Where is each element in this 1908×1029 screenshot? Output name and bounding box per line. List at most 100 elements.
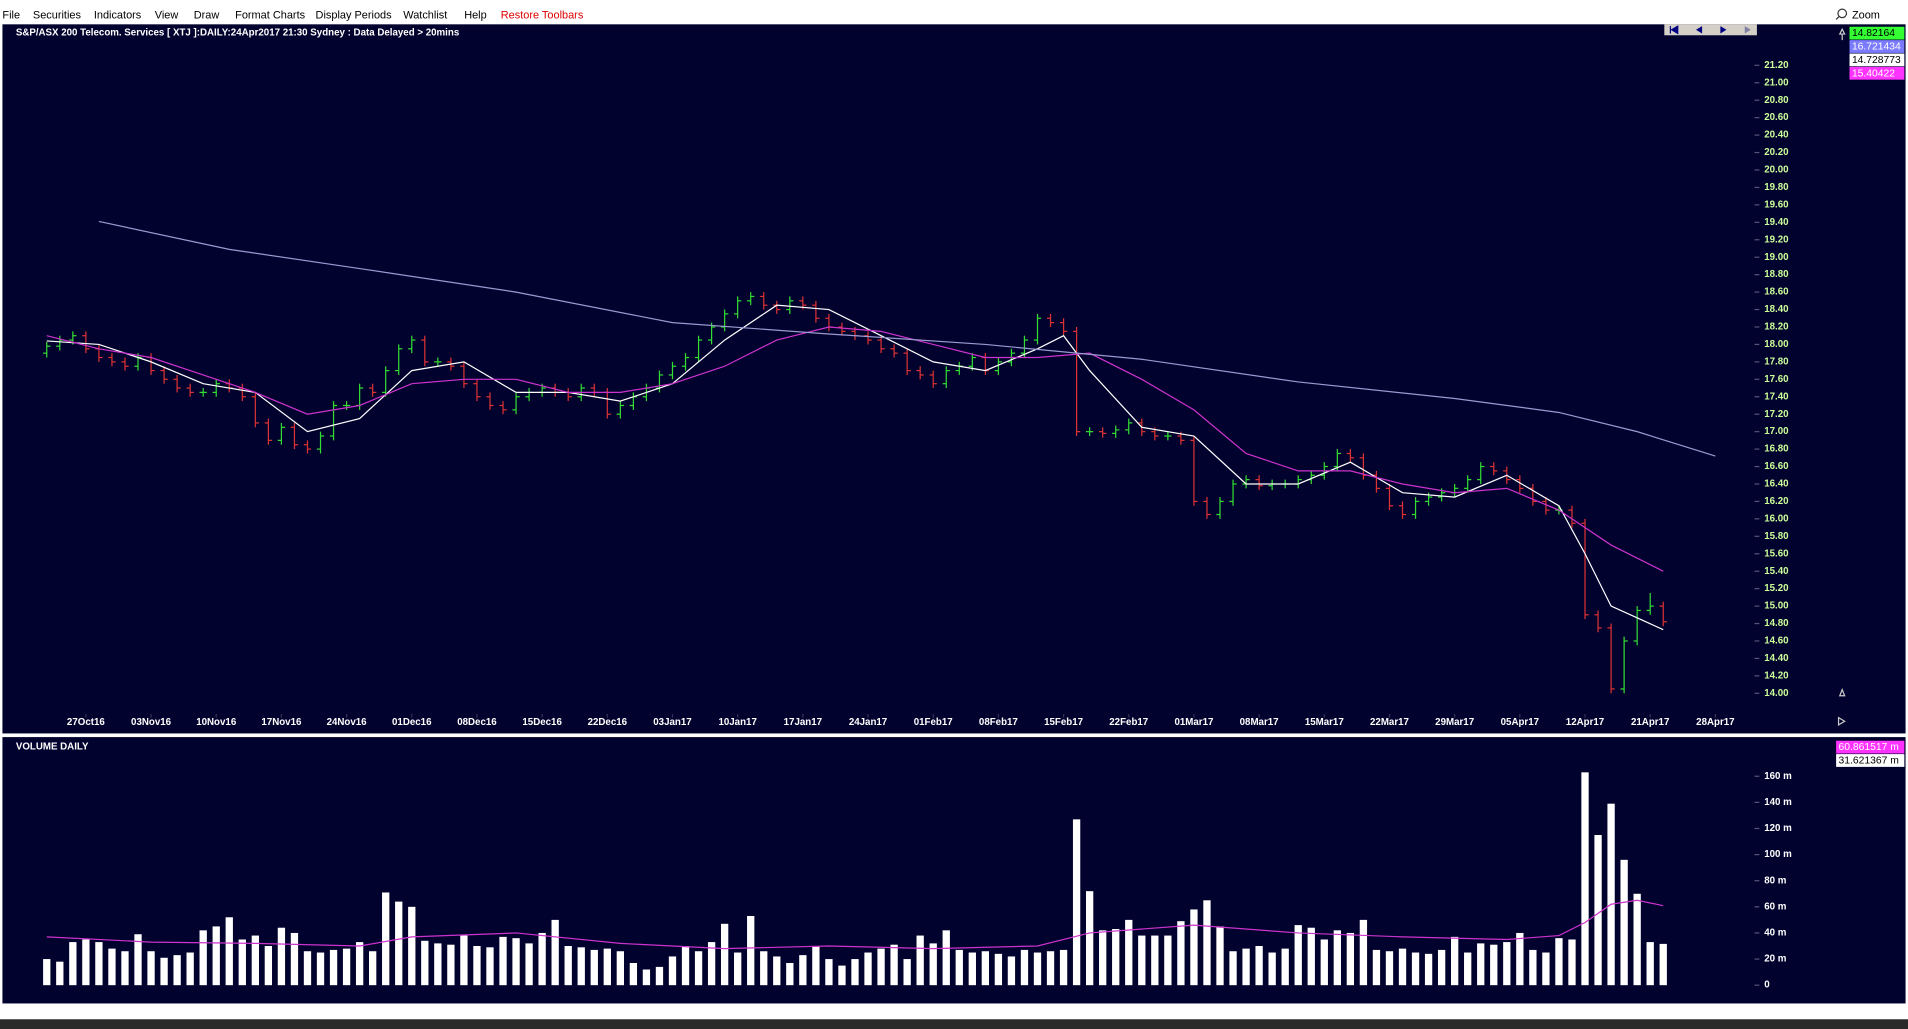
- volume-bar: [1229, 951, 1237, 986]
- volume-bar: [173, 955, 181, 986]
- volume-bar: [186, 952, 194, 986]
- menu-item[interactable]: Draw: [194, 10, 220, 22]
- volume-bar: [251, 935, 259, 986]
- readout: 15.40422: [1852, 68, 1895, 79]
- volume-bar: [916, 935, 924, 986]
- menu-item[interactable]: Help: [464, 10, 487, 22]
- volume-bar: [1659, 943, 1667, 986]
- volume-bar: [955, 949, 963, 986]
- x-tick-label: 22Feb17: [1109, 717, 1148, 728]
- nav-prev[interactable]: [1696, 26, 1703, 34]
- y-tick-label: 16.20: [1764, 496, 1788, 507]
- volume-bar: [694, 951, 703, 986]
- scroll-arrow: [1837, 716, 1846, 726]
- volume-bar: [1346, 932, 1355, 986]
- volume-bar: [1138, 935, 1146, 986]
- volume-bar: [564, 946, 572, 986]
- x-tick-label: 12Apr17: [1566, 717, 1604, 728]
- y-tick-label: 120 m: [1764, 823, 1792, 834]
- y-tick-label: 16.80: [1764, 444, 1788, 455]
- readout: 16.721434: [1852, 42, 1901, 53]
- readout-box: [1849, 26, 1905, 40]
- volume-bar: [434, 943, 442, 986]
- menu-item[interactable]: View: [155, 10, 179, 22]
- volume-bar: [903, 959, 911, 986]
- volume-bar: [382, 892, 390, 986]
- y-tick-label: 17.60: [1764, 374, 1788, 385]
- x-tick-label: 01Mar17: [1174, 717, 1213, 728]
- nav-first[interactable]: [1669, 25, 1679, 35]
- readout: 60.861517 m: [1839, 742, 1899, 753]
- volume-bar: [1477, 943, 1485, 986]
- volume-bar: [1072, 819, 1081, 986]
- x-tick-label: 24Nov16: [327, 717, 368, 728]
- x-tick-label: 08Mar17: [1240, 717, 1279, 728]
- scale-arrow: [1838, 27, 1846, 41]
- volume-bar: [681, 946, 690, 986]
- volume-bar: [1372, 949, 1381, 986]
- volume-bar: [1633, 893, 1641, 986]
- restore-toolbars[interactable]: Restore Toolbars: [501, 10, 584, 22]
- readout-box: [1836, 754, 1905, 767]
- volume-bar: [1020, 949, 1029, 986]
- menu-item[interactable]: Indicators: [94, 10, 142, 22]
- volume-bar: [864, 952, 872, 986]
- volume-bar: [551, 919, 559, 986]
- menu-item[interactable]: Securities: [33, 10, 82, 22]
- readout: 31.621367 m: [1839, 756, 1899, 767]
- y-tick-label: 20.40: [1764, 130, 1788, 141]
- volume-bar: [1164, 935, 1172, 986]
- readout-box: [1849, 53, 1905, 67]
- volume-bar: [121, 951, 129, 986]
- volume-bar: [1125, 919, 1133, 986]
- volume-bar: [225, 917, 233, 986]
- y-tick-label: 16.60: [1764, 461, 1788, 472]
- menu-item[interactable]: Watchlist: [403, 10, 447, 22]
- menu-item[interactable]: Display Periods: [316, 10, 393, 22]
- volume-bar: [1033, 952, 1042, 986]
- x-tick-label: 27Oct16: [67, 717, 105, 728]
- status-strip: [0, 1019, 1908, 1029]
- volume-bar: [707, 942, 716, 986]
- volume-bar: [447, 944, 455, 986]
- nav-last[interactable]: [1744, 26, 1751, 34]
- x-tick-label: 01Dec16: [392, 717, 432, 728]
- volume-bar: [994, 953, 1003, 986]
- nav-next[interactable]: [1720, 26, 1727, 34]
- x-tick-label: 03Jan17: [653, 717, 691, 728]
- y-tick-label: 16.00: [1764, 513, 1788, 524]
- moving-average: [98, 220, 1716, 457]
- volume-bar: [43, 959, 51, 986]
- zoom-button[interactable]: Zoom: [1835, 8, 1880, 22]
- volume-bar: [603, 948, 611, 986]
- zoom-label: Zoom: [1852, 10, 1880, 22]
- volume-bar: [851, 959, 859, 986]
- y-tick-label: 18.20: [1764, 322, 1788, 333]
- volume-bar: [290, 932, 299, 986]
- volume-title: VOLUME DAILY: [16, 741, 89, 752]
- volume-bar: [1281, 948, 1289, 986]
- moving-average: [46, 326, 1664, 572]
- menu-item[interactable]: Format Charts: [235, 10, 305, 22]
- volume-bar: [668, 956, 677, 986]
- nav-buttons: [1664, 24, 1757, 36]
- volume-bar: [786, 962, 794, 986]
- volume-bar: [538, 932, 546, 986]
- y-tick-label: 15.20: [1764, 583, 1788, 594]
- y-tick-label: 18.00: [1764, 339, 1788, 350]
- volume-bar: [134, 934, 142, 986]
- volume-bar: [56, 961, 64, 986]
- y-tick-label: 18.60: [1764, 287, 1788, 298]
- y-tick-label: 15.00: [1764, 601, 1788, 612]
- volume-bar: [1607, 803, 1615, 986]
- y-tick-label: 0: [1764, 980, 1769, 991]
- volume-bar: [1411, 952, 1420, 986]
- moving-average: [46, 899, 1664, 950]
- y-tick-label: 19.60: [1764, 199, 1788, 210]
- volume-bar: [1581, 772, 1589, 986]
- volume-bar: [1190, 909, 1198, 986]
- menu-item[interactable]: File: [2, 10, 20, 22]
- y-tick-label: 40 m: [1764, 928, 1787, 939]
